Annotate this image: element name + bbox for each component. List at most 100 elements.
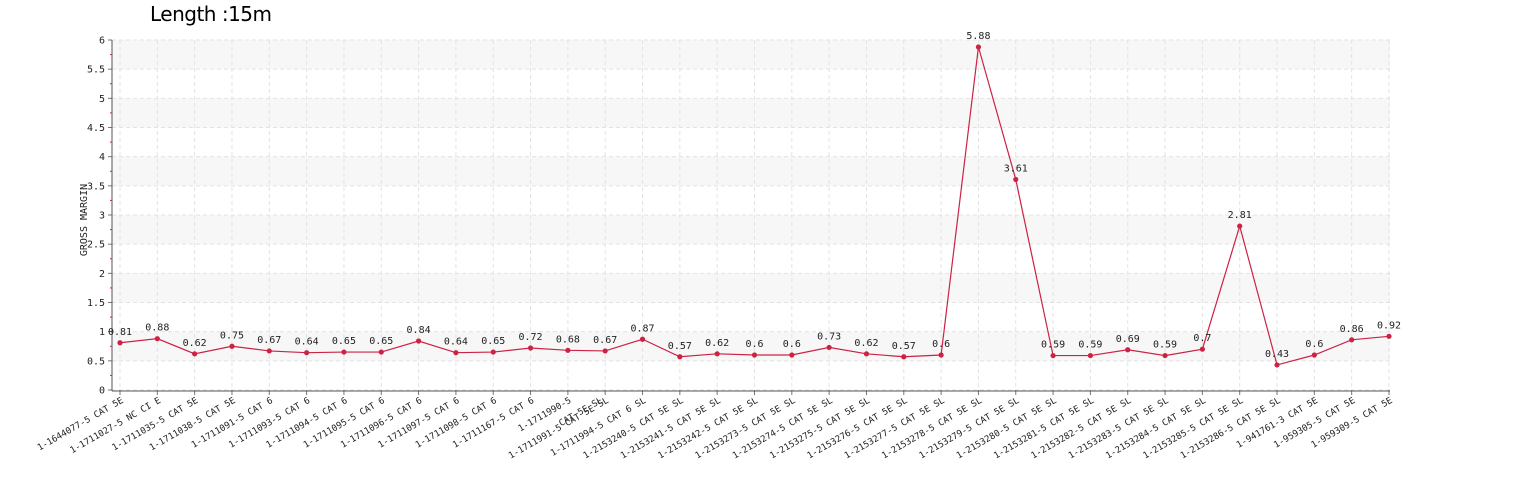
data-point bbox=[901, 354, 907, 360]
chart-title: Length :15m bbox=[150, 2, 272, 26]
data-point bbox=[826, 344, 832, 351]
data-labels: 0.81 0.88 0.62 0.75 0.67 0.64 0.65 0.65 0.84 0.64… bbox=[108, 31, 1401, 360]
data-label: 0.87 bbox=[630, 323, 654, 334]
data-label: 0.65 bbox=[332, 336, 356, 347]
data-label: 0.64 bbox=[295, 337, 319, 348]
data-point bbox=[677, 354, 683, 360]
data-label: 0.64 bbox=[444, 337, 468, 348]
data-point bbox=[378, 349, 384, 355]
data-label: 0.57 bbox=[668, 341, 692, 352]
data-label: 0.65 bbox=[481, 336, 505, 347]
data-label: 5.88 bbox=[966, 31, 990, 42]
grid-band bbox=[112, 273, 1390, 303]
data-points bbox=[117, 44, 1392, 368]
data-point bbox=[490, 349, 496, 355]
data-label: 0.68 bbox=[556, 334, 580, 345]
grid-band bbox=[112, 215, 1390, 245]
y-tick-label: 5 bbox=[99, 94, 105, 105]
data-point bbox=[1125, 347, 1131, 353]
grid-band bbox=[112, 40, 1390, 70]
data-label: 0.86 bbox=[1340, 324, 1364, 335]
y-tick-label: 0.5 bbox=[87, 356, 105, 367]
data-label: 3.61 bbox=[1004, 163, 1028, 174]
data-point bbox=[714, 351, 720, 357]
data-point bbox=[1199, 346, 1205, 352]
data-label: 0.43 bbox=[1265, 349, 1289, 360]
data-label: 0.88 bbox=[145, 323, 169, 334]
data-label: 2.81 bbox=[1228, 210, 1252, 221]
data-point bbox=[751, 352, 758, 358]
data-point bbox=[341, 349, 347, 355]
data-label: 0.72 bbox=[519, 332, 543, 343]
data-label: 0.62 bbox=[183, 338, 207, 349]
data-point bbox=[415, 338, 422, 344]
series-line bbox=[119, 46, 1390, 366]
data-label: 0.59 bbox=[1078, 340, 1102, 351]
data-point bbox=[863, 351, 870, 357]
y-tick-labels: 0 0.5 1 1.5 2 2.5 3 3.5 4 4.5 5 5.5 6 bbox=[87, 36, 105, 397]
data-point bbox=[1386, 333, 1392, 339]
data-point bbox=[192, 351, 198, 357]
y-tick-label: 4 bbox=[99, 152, 105, 163]
data-point bbox=[117, 340, 123, 346]
data-label: 0.59 bbox=[1041, 340, 1065, 351]
grid-band bbox=[112, 156, 1390, 186]
y-tick-label: 0 bbox=[99, 386, 105, 397]
y-tick-label: 1.5 bbox=[87, 298, 105, 309]
data-point bbox=[938, 352, 944, 358]
data-point bbox=[527, 345, 534, 351]
data-label: 0.65 bbox=[369, 336, 393, 347]
y-tick-label: 2.5 bbox=[87, 240, 105, 251]
data-point bbox=[639, 336, 646, 342]
data-label: 0.67 bbox=[593, 335, 617, 346]
y-tick-label: 1 bbox=[99, 327, 105, 338]
data-label: 0.81 bbox=[108, 327, 132, 338]
data-point bbox=[1237, 223, 1243, 229]
data-point bbox=[1349, 337, 1355, 343]
data-label: 0.75 bbox=[220, 330, 244, 341]
data-point bbox=[1162, 352, 1168, 359]
data-point bbox=[266, 348, 272, 354]
data-point bbox=[789, 352, 795, 358]
x-tick-labels: 1-1644077-5 CAT 5E1-1711027-5 NC CI E1-1… bbox=[36, 396, 1394, 462]
data-label: 0.59 bbox=[1153, 340, 1177, 351]
data-point bbox=[229, 343, 235, 349]
axes bbox=[108, 39, 1390, 395]
data-label: 0.92 bbox=[1377, 320, 1401, 331]
data-label: 0.6 bbox=[1305, 339, 1323, 350]
data-point bbox=[565, 347, 571, 353]
data-point bbox=[154, 336, 160, 342]
data-point bbox=[1311, 352, 1317, 358]
data-point bbox=[1050, 352, 1056, 359]
grid-band bbox=[112, 98, 1390, 128]
grid-band bbox=[112, 331, 1390, 361]
grid-bands bbox=[112, 40, 1390, 361]
data-label: 0.84 bbox=[407, 325, 431, 336]
y-tick-label: 2 bbox=[99, 269, 105, 280]
data-point bbox=[453, 350, 459, 356]
data-label: 0.6 bbox=[783, 339, 801, 350]
series-path bbox=[119, 46, 1390, 366]
data-label: 0.62 bbox=[854, 338, 878, 349]
data-label: 0.62 bbox=[705, 338, 729, 349]
data-label: 0.6 bbox=[932, 339, 950, 350]
data-label: 0.7 bbox=[1193, 333, 1211, 344]
data-label: 0.6 bbox=[745, 339, 763, 350]
data-label: 0.67 bbox=[257, 335, 281, 346]
y-tick-label: 5.5 bbox=[87, 65, 105, 76]
y-tick-label: 3.5 bbox=[87, 181, 105, 192]
y-tick-label: 3 bbox=[99, 211, 105, 222]
data-label: 0.57 bbox=[892, 341, 916, 352]
data-label: 0.69 bbox=[1116, 334, 1140, 345]
data-point bbox=[304, 350, 310, 356]
y-tick-label: 4.5 bbox=[87, 123, 105, 134]
data-label: 0.73 bbox=[817, 331, 841, 342]
data-point bbox=[1013, 176, 1019, 183]
data-point bbox=[1274, 362, 1280, 368]
grid-lines bbox=[112, 39, 1390, 391]
data-point bbox=[975, 44, 982, 50]
y-tick-label: 6 bbox=[99, 36, 105, 47]
y-axis-title: GROSS MARGIN bbox=[79, 184, 90, 256]
data-point bbox=[602, 348, 608, 354]
